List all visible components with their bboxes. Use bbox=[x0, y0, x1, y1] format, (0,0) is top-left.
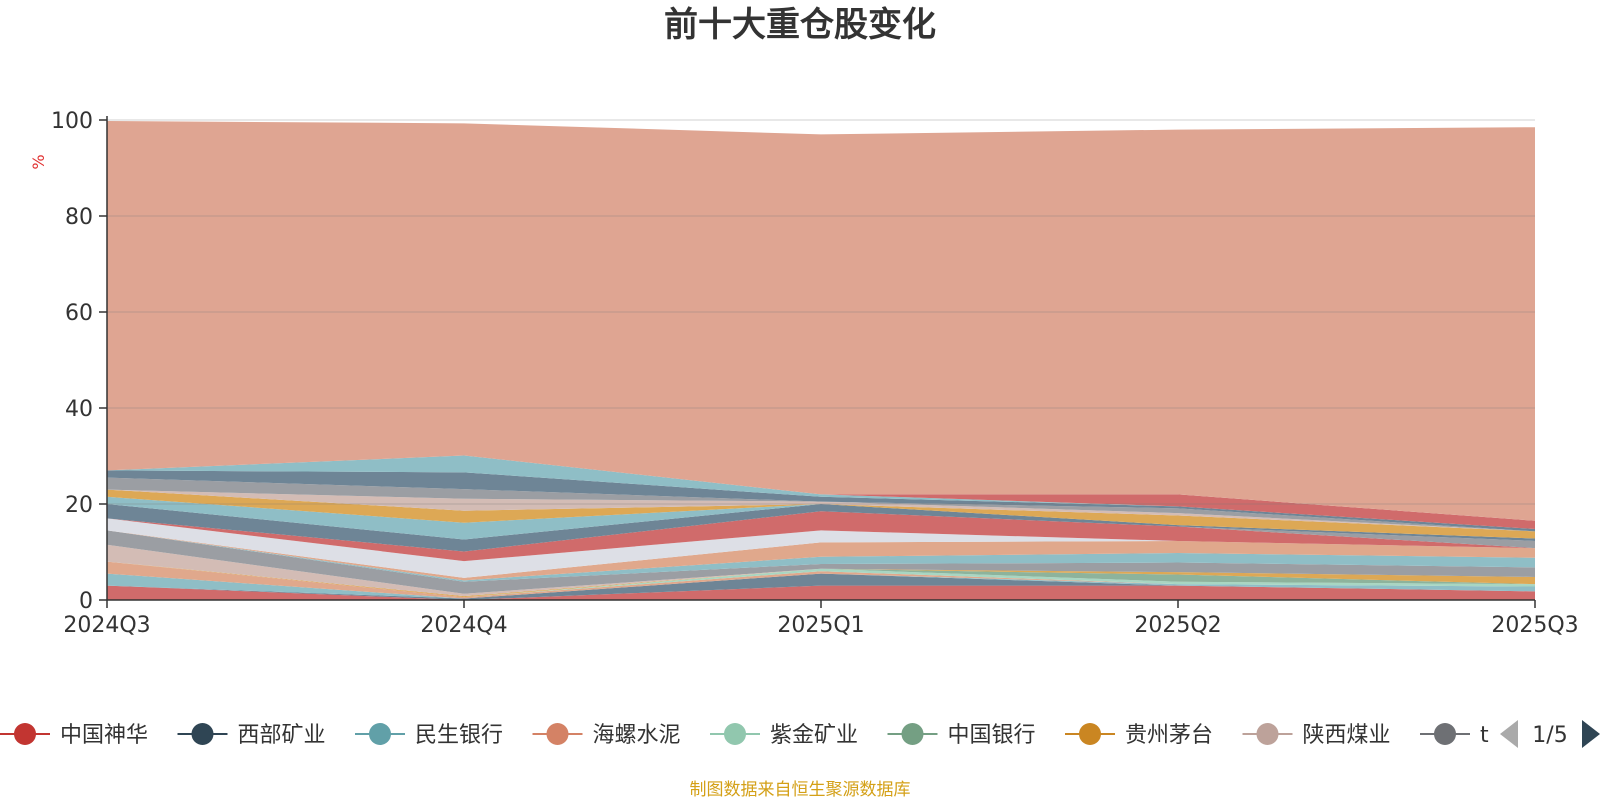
legend-label: 中国银行 bbox=[948, 723, 1036, 748]
legend-label: 贵州茅台 bbox=[1125, 723, 1213, 748]
axis-layer: 0 20 40 60 80 100 2024Q3 2024Q4 2025Q1 2025Q2 2025… bbox=[51, 109, 1579, 638]
legend-item-2[interactable]: 西部矿业 bbox=[177, 723, 326, 748]
legend-marker-icon bbox=[191, 723, 214, 745]
legend-marker-icon bbox=[1434, 723, 1456, 745]
legend-pager[interactable]: 1/5 bbox=[1500, 720, 1600, 748]
area-layer bbox=[107, 120, 1535, 600]
area-series-15[interactable] bbox=[107, 504, 1535, 552]
legend-item-4[interactable]: 海螺水泥 bbox=[532, 723, 681, 748]
x-tick-label-0: 2024Q3 bbox=[63, 613, 150, 638]
area-series-12[interactable] bbox=[107, 518, 1535, 578]
legend[interactable]: 中国神华 西部矿业 民生银行 海螺水泥 紫金矿业 中国银行 贵州茅台 陕西煤业 th bbox=[0, 723, 1503, 748]
area-series-3[interactable] bbox=[107, 573, 1535, 599]
area-series-6[interactable] bbox=[107, 561, 1535, 598]
area-series-19[interactable] bbox=[107, 477, 1535, 532]
area-series-20[interactable] bbox=[107, 470, 1535, 532]
y-tick-label-3: 60 bbox=[65, 301, 93, 326]
area-series-1[interactable] bbox=[107, 585, 1535, 600]
area-series-23[interactable] bbox=[107, 120, 1535, 521]
legend-label: 紫金矿业 bbox=[770, 723, 858, 748]
legend-item-1[interactable]: 中国神华 bbox=[0, 723, 148, 748]
y-tick-label-4: 80 bbox=[65, 205, 93, 230]
legend-label: th bbox=[1480, 723, 1503, 748]
y-axis-unit: % bbox=[29, 154, 48, 169]
area-series-11[interactable] bbox=[107, 530, 1535, 581]
legend-marker-icon bbox=[14, 723, 36, 745]
area-series-18[interactable] bbox=[107, 489, 1535, 532]
area-series-10[interactable] bbox=[107, 530, 1535, 582]
y-tick-label-0: 0 bbox=[79, 589, 93, 614]
grid-layer bbox=[107, 119, 1535, 505]
legend-item-3[interactable]: 民生银行 bbox=[355, 723, 503, 748]
legend-prev-page-icon[interactable] bbox=[1500, 720, 1518, 748]
legend-label: 中国神华 bbox=[60, 723, 148, 748]
legend-item-7[interactable]: 贵州茅台 bbox=[1065, 723, 1213, 748]
legend-item-9[interactable]: th bbox=[1420, 723, 1503, 748]
legend-item-8[interactable]: 陕西煤业 bbox=[1242, 723, 1391, 748]
legend-label: 西部矿业 bbox=[238, 723, 326, 748]
y-tick-label-1: 20 bbox=[65, 493, 93, 518]
legend-page-indicator: 1/5 bbox=[1532, 723, 1567, 748]
source-note: 制图数据来自恒生聚源数据库 bbox=[690, 780, 911, 800]
legend-label: 民生银行 bbox=[415, 723, 503, 748]
legend-next-page-icon[interactable] bbox=[1582, 720, 1600, 748]
area-series-13[interactable] bbox=[107, 511, 1535, 562]
legend-label: 陕西煤业 bbox=[1303, 723, 1391, 748]
legend-item-6[interactable]: 中国银行 bbox=[887, 723, 1036, 748]
legend-label: 海螺水泥 bbox=[593, 723, 681, 748]
legend-marker-icon bbox=[901, 723, 924, 745]
y-tick-label-2: 40 bbox=[65, 397, 93, 422]
area-series-17[interactable] bbox=[107, 489, 1535, 539]
legend-marker-icon bbox=[1256, 723, 1279, 745]
x-tick-label-3: 2025Q2 bbox=[1134, 613, 1221, 638]
x-tick-label-1: 2024Q4 bbox=[420, 613, 507, 638]
legend-marker-icon bbox=[1079, 723, 1101, 745]
legend-marker-icon bbox=[724, 723, 746, 745]
legend-item-5[interactable]: 紫金矿业 bbox=[710, 723, 858, 748]
area-series-16[interactable] bbox=[107, 496, 1535, 540]
x-tick-label-4: 2025Q3 bbox=[1491, 613, 1578, 638]
y-tick-label-5: 100 bbox=[51, 109, 93, 134]
x-tick-label-2: 2025Q1 bbox=[777, 613, 864, 638]
legend-marker-icon bbox=[546, 723, 569, 745]
chart-title: 前十大重仓股变化 bbox=[664, 5, 936, 45]
area-series-2[interactable] bbox=[107, 573, 1535, 600]
legend-marker-icon bbox=[369, 723, 391, 745]
